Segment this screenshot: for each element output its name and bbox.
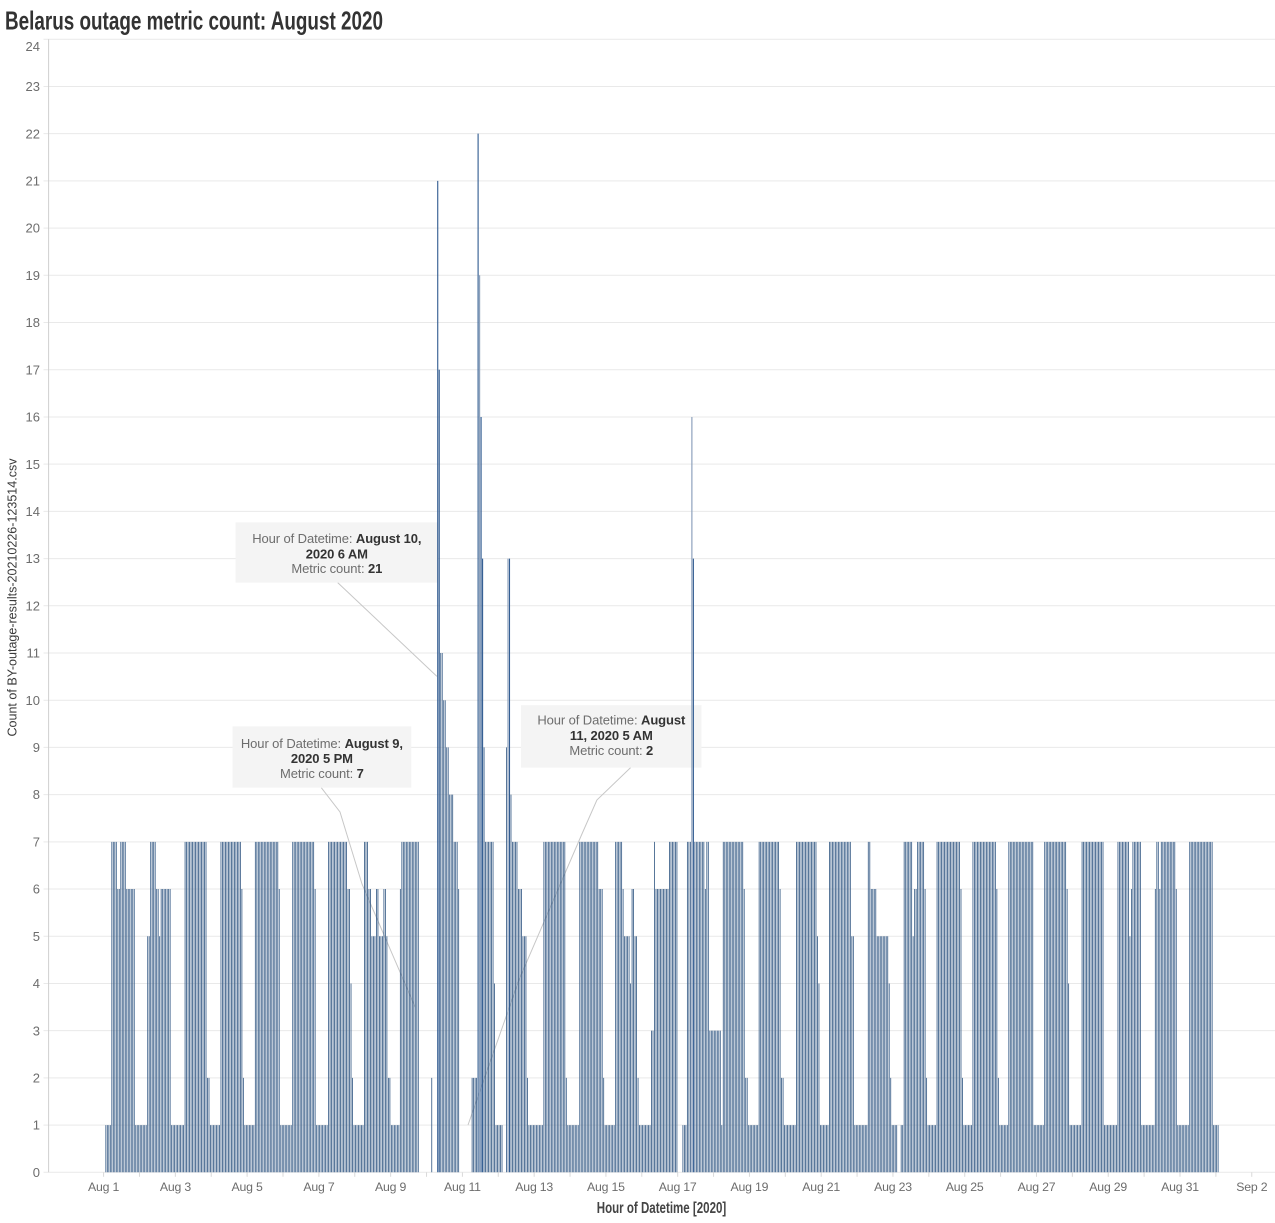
svg-text:Aug 27: Aug 27 bbox=[1018, 1180, 1056, 1194]
svg-text:24: 24 bbox=[26, 39, 40, 54]
svg-text:1: 1 bbox=[33, 1118, 40, 1133]
svg-text:3: 3 bbox=[33, 1023, 40, 1038]
svg-text:21: 21 bbox=[26, 174, 40, 189]
svg-text:Aug 25: Aug 25 bbox=[946, 1180, 984, 1194]
svg-text:13: 13 bbox=[26, 551, 40, 566]
svg-text:23: 23 bbox=[26, 79, 40, 94]
svg-text:Metric count: 7: Metric count: 7 bbox=[280, 766, 364, 781]
svg-text:8: 8 bbox=[33, 787, 40, 802]
svg-text:17: 17 bbox=[26, 362, 40, 377]
svg-text:Sep 2: Sep 2 bbox=[1236, 1180, 1267, 1194]
svg-text:Aug 31: Aug 31 bbox=[1161, 1180, 1199, 1194]
svg-text:Aug 21: Aug 21 bbox=[802, 1180, 840, 1194]
svg-text:7: 7 bbox=[33, 834, 40, 849]
svg-text:2020 5 PM: 2020 5 PM bbox=[291, 751, 353, 766]
svg-text:Metric count: 2: Metric count: 2 bbox=[569, 743, 653, 758]
svg-text:10: 10 bbox=[26, 693, 40, 708]
svg-text:Hour of Datetime: August: Hour of Datetime: August bbox=[537, 713, 686, 728]
svg-text:Aug 29: Aug 29 bbox=[1089, 1180, 1127, 1194]
svg-text:15: 15 bbox=[26, 457, 40, 472]
svg-text:Hour of Datetime: August 10,: Hour of Datetime: August 10, bbox=[252, 531, 421, 546]
svg-text:14: 14 bbox=[26, 504, 40, 519]
svg-text:Aug 15: Aug 15 bbox=[587, 1180, 625, 1194]
svg-text:Aug 3: Aug 3 bbox=[160, 1180, 191, 1194]
svg-text:12: 12 bbox=[26, 598, 40, 613]
svg-text:16: 16 bbox=[26, 410, 40, 425]
svg-text:2020 6 AM: 2020 6 AM bbox=[306, 546, 368, 561]
svg-text:Aug 13: Aug 13 bbox=[515, 1180, 553, 1194]
svg-text:0: 0 bbox=[33, 1165, 40, 1180]
svg-text:18: 18 bbox=[26, 315, 40, 330]
svg-text:Aug 1: Aug 1 bbox=[88, 1180, 119, 1194]
svg-text:Count of BY-outage-results-202: Count of BY-outage-results-20210226-1235… bbox=[5, 458, 20, 736]
svg-text:Belarus outage metric count: A: Belarus outage metric count: August 2020 bbox=[5, 5, 383, 35]
svg-text:20: 20 bbox=[26, 221, 40, 236]
svg-text:4: 4 bbox=[33, 976, 40, 991]
svg-text:Aug 7: Aug 7 bbox=[303, 1180, 334, 1194]
svg-text:Aug 17: Aug 17 bbox=[659, 1180, 697, 1194]
svg-text:Aug 19: Aug 19 bbox=[731, 1180, 769, 1194]
svg-text:Aug 23: Aug 23 bbox=[874, 1180, 912, 1194]
svg-text:Aug 9: Aug 9 bbox=[375, 1180, 406, 1194]
svg-text:11, 2020 5 AM: 11, 2020 5 AM bbox=[570, 728, 653, 743]
svg-text:Aug 11: Aug 11 bbox=[444, 1180, 481, 1194]
svg-text:9: 9 bbox=[33, 740, 40, 755]
svg-text:19: 19 bbox=[26, 268, 40, 283]
svg-text:11: 11 bbox=[27, 646, 41, 661]
svg-text:Hour of Datetime: August 9,: Hour of Datetime: August 9, bbox=[241, 736, 403, 751]
svg-text:Metric count: 21: Metric count: 21 bbox=[291, 561, 382, 576]
svg-text:2: 2 bbox=[33, 1071, 40, 1086]
svg-text:Hour of Datetime [2020]: Hour of Datetime [2020] bbox=[597, 1200, 727, 1217]
svg-text:6: 6 bbox=[33, 882, 40, 897]
svg-text:22: 22 bbox=[26, 126, 40, 141]
svg-text:5: 5 bbox=[33, 929, 40, 944]
svg-text:Aug 5: Aug 5 bbox=[232, 1180, 263, 1194]
